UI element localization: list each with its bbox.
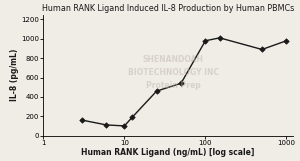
Title: Human RANK Ligand Induced IL-8 Production by Human PBMCs: Human RANK Ligand Induced IL-8 Productio…: [42, 4, 294, 13]
Text: SHENANDOAH
BIOTECHNOLOGY INC
Protein Prep: SHENANDOAH BIOTECHNOLOGY INC Protein Pre…: [128, 55, 219, 90]
X-axis label: Human RANK Ligand (ng/mL) [log scale]: Human RANK Ligand (ng/mL) [log scale]: [81, 148, 255, 157]
Y-axis label: IL-8 (pg/mL): IL-8 (pg/mL): [10, 49, 19, 101]
